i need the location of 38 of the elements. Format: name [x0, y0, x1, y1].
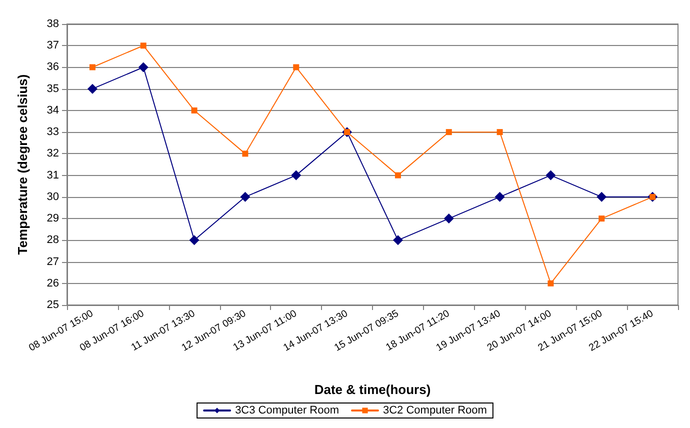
point: [444, 214, 454, 224]
y-tick-label: 28: [46, 234, 59, 246]
point: [392, 235, 403, 246]
y-tick-label: 27: [46, 256, 59, 268]
point: [242, 150, 248, 157]
point: [548, 280, 554, 286]
point: [138, 62, 148, 72]
point: [496, 129, 503, 136]
point: [87, 84, 98, 94]
point: [494, 192, 505, 202]
y-tick-label: 34: [46, 104, 59, 116]
y-tick-label: 25: [46, 299, 59, 311]
point: [546, 170, 556, 180]
point: [291, 170, 302, 180]
point: [189, 235, 200, 246]
x-axis-title: Date & time(hours): [314, 382, 431, 397]
legend-label: 3C2 Computer Room: [383, 404, 487, 416]
point: [596, 192, 607, 202]
point: [446, 129, 452, 136]
y-tick-label: 38: [46, 18, 59, 30]
point: [240, 192, 250, 202]
y-tick-label: 33: [46, 126, 59, 138]
legend-label: 3C3 Computer Room: [235, 404, 340, 416]
y-tick-label: 37: [46, 40, 59, 52]
point: [598, 216, 605, 222]
y-tick-label: 35: [46, 82, 59, 95]
point: [140, 42, 146, 49]
point: [191, 107, 198, 114]
y-tick-label: 31: [46, 169, 59, 182]
y-tick-label: 26: [46, 277, 59, 290]
point: [293, 64, 300, 70]
y-tick-label: 29: [46, 212, 59, 225]
y-tick-label: 36: [46, 61, 59, 74]
y-tick-label: 32: [46, 148, 59, 160]
point: [394, 172, 401, 178]
y-tick-label: 30: [46, 190, 59, 203]
point: [89, 64, 96, 70]
y-axis-title: Temperature (degree celsius): [15, 74, 30, 255]
